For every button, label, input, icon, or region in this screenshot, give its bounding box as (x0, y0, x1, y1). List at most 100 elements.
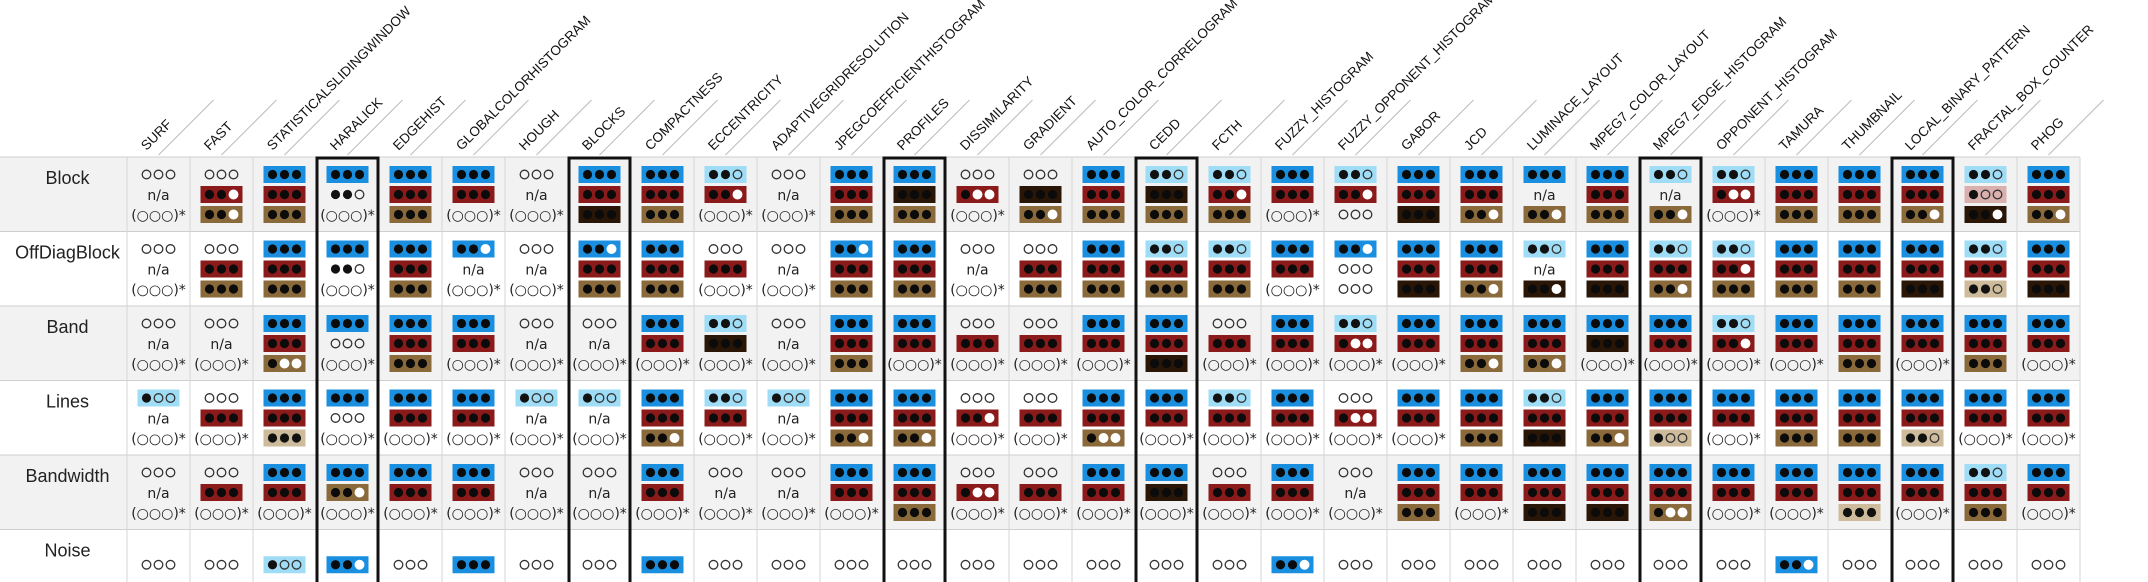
cell-dot-filled (1614, 284, 1625, 294)
cell-dot-filled (1929, 244, 1940, 254)
cell-dot-filled (1929, 338, 1940, 349)
cell-dot-empty (1350, 338, 1361, 349)
cell-dot-filled (1929, 189, 1940, 200)
cell-dot-empty (1728, 559, 1739, 570)
cell-dot-filled (1614, 487, 1625, 498)
cell-dot-empty (1338, 559, 1349, 570)
cell-dot-filled (1338, 189, 1349, 200)
cell-empty-marker: (○○○)* (320, 283, 375, 299)
cell-dot-empty (1236, 393, 1247, 403)
cell-empty-marker: (○○○)* (131, 506, 186, 522)
cell-dot-filled (1803, 169, 1814, 180)
cell-dot-filled (645, 318, 656, 329)
cell-empty-marker: (○○○)* (1706, 208, 1761, 224)
cell-dot-filled (1047, 413, 1058, 423)
cell-dot-filled (1161, 209, 1172, 220)
cell-dot-filled (1968, 244, 1979, 254)
cell-dot-filled (1098, 244, 1109, 254)
cell-empty-marker: (○○○)* (1265, 283, 1320, 299)
cell-dot-empty (531, 169, 542, 180)
row-label: Noise (44, 541, 90, 561)
cell-empty-marker: (○○○)* (572, 432, 627, 448)
cell-dot-empty (354, 264, 365, 274)
cell-dot-filled (1602, 189, 1613, 200)
cell-dot-filled (1716, 487, 1727, 498)
cell-dot-filled (1905, 433, 1916, 443)
cell-dot-filled (1110, 413, 1121, 423)
cell-dot-empty (582, 467, 593, 478)
cell-dot-filled (468, 560, 479, 570)
cell-dot-filled (1791, 318, 1802, 329)
header-tick (788, 99, 844, 156)
cell-dot-filled (1968, 487, 1979, 498)
cell-dot-empty (342, 413, 353, 423)
cell-dot-filled (1854, 189, 1865, 200)
cell-dot-empty (2055, 209, 2066, 220)
cell-dot-empty (972, 487, 983, 498)
cell-empty-marker: (○○○)* (1139, 506, 1194, 522)
cell-dot-empty (1350, 209, 1361, 220)
cell-dot-filled (1653, 433, 1664, 443)
cell-dot-filled (1968, 169, 1979, 180)
cell-dot-filled (1866, 393, 1877, 403)
cell-dot-filled (1425, 467, 1436, 478)
cell-dot-filled (228, 284, 239, 294)
cell-dot-filled (1842, 507, 1853, 518)
cell-dot-empty (519, 467, 530, 478)
cell-dot-empty (1740, 189, 1751, 200)
cell-dot-filled (669, 467, 680, 478)
cell-dot-filled (1968, 413, 1979, 423)
cell-dot-filled (1236, 487, 1247, 498)
cell-dot-filled (720, 413, 731, 423)
header-tick (1985, 99, 2041, 156)
cell-dot-filled (1161, 413, 1172, 423)
cell-dot-filled (1968, 358, 1979, 369)
cell-dot-filled (1968, 393, 1979, 403)
column-header: JCD (1461, 124, 1490, 153)
cell-dot-empty (1740, 338, 1751, 349)
cell-dot-filled (405, 338, 416, 349)
cell-dot-empty (531, 467, 542, 478)
cell-dot-filled (1905, 467, 1916, 478)
cell-dot-filled (1488, 338, 1499, 349)
cell-dot-filled (1905, 393, 1916, 403)
cell-dot-filled (291, 244, 302, 254)
cell-dot-empty (228, 209, 239, 220)
cell-dot-filled (834, 318, 845, 329)
cell-dot-filled (417, 244, 428, 254)
cell-dot-filled (1212, 244, 1223, 254)
cell-dot-filled (1476, 358, 1487, 369)
cell-dot-filled (1665, 264, 1676, 274)
cell-dot-filled (480, 467, 491, 478)
cell-dot-filled (1425, 487, 1436, 498)
cell-dot-filled (291, 467, 302, 478)
cell-dot-filled (1098, 284, 1109, 294)
cell-dot-filled (204, 413, 215, 423)
cell-dot-filled (1905, 413, 1916, 423)
cell-dot-filled (1653, 507, 1664, 518)
cell-dot-filled (1980, 487, 1991, 498)
cell-dot-empty (1338, 209, 1349, 220)
cell-dot-filled (1173, 467, 1184, 478)
header-tick (410, 99, 466, 156)
cell-dot-filled (1779, 413, 1790, 423)
cell-dot-filled (1539, 318, 1550, 329)
cell-dot-filled (1527, 487, 1538, 498)
cell-empty-marker: (○○○)* (824, 506, 879, 522)
cell-dot-filled (1968, 318, 1979, 329)
cell-empty-marker: (○○○)* (131, 208, 186, 224)
cell-dot-filled (1413, 264, 1424, 274)
column-header: ADAPTIVEGRIDRESOLUTION (768, 9, 912, 153)
cell-dot-filled (669, 284, 680, 294)
cell-dot-filled (330, 487, 341, 498)
cell-dot-filled (204, 284, 215, 294)
cell-dot-empty (783, 467, 794, 478)
cell-dot-filled (1803, 487, 1814, 498)
cell-dot-filled (1275, 467, 1286, 478)
cell-dot-filled (1716, 413, 1727, 423)
cell-dot-filled (1299, 244, 1310, 254)
cell-dot-filled (606, 209, 617, 220)
column-header: MPEG7_COLOR_LAYOUT (1587, 27, 1713, 153)
cell-dot-filled (720, 189, 731, 200)
cell-dot-empty (1161, 559, 1172, 570)
